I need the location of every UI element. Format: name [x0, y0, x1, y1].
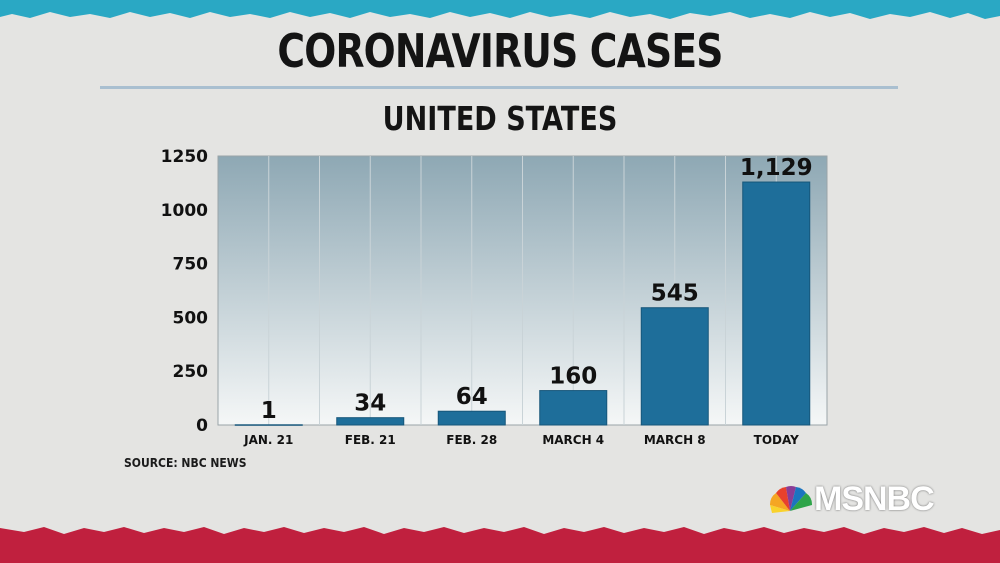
- x-tick-label: TODAY: [754, 433, 799, 447]
- data-label: 160: [549, 364, 597, 390]
- data-label: 545: [651, 281, 699, 307]
- y-tick-label: 500: [173, 308, 209, 328]
- x-tick-label: MARCH 8: [644, 433, 706, 447]
- y-tick-label: 0: [196, 416, 208, 436]
- data-label: 1,129: [740, 155, 813, 181]
- data-labels: 1 34 64 160 545 1,129: [261, 155, 813, 424]
- source-note: SOURCE: NBC NEWS: [124, 456, 247, 470]
- bar: [539, 390, 608, 426]
- chart-title: CORONAVIRUS CASES: [277, 24, 723, 78]
- y-axis-ticks: 0 250 500 750 1000 1250: [161, 147, 208, 436]
- x-tick-label: MARCH 4: [542, 433, 604, 447]
- bar: [742, 181, 811, 426]
- brand-wordmark: MSNBC: [814, 480, 935, 518]
- data-label: 1: [261, 398, 277, 424]
- nbc-peacock-icon: [769, 486, 813, 513]
- x-tick-label: FEB. 28: [446, 433, 497, 447]
- bar: [234, 424, 303, 426]
- x-tick-label: FEB. 21: [345, 433, 396, 447]
- y-tick-label: 1000: [161, 201, 208, 221]
- title-divider: [100, 86, 898, 89]
- bars: [234, 181, 811, 426]
- bar: [437, 410, 506, 426]
- data-label: 64: [456, 384, 488, 410]
- torn-bottom-edge: [0, 527, 1000, 563]
- x-tick-label: JAN. 21: [243, 433, 293, 447]
- bar: [336, 417, 405, 426]
- data-label: 34: [354, 391, 386, 417]
- bar: [640, 307, 709, 426]
- y-tick-label: 750: [173, 255, 209, 275]
- chart-subtitle: UNITED STATES: [382, 99, 618, 138]
- torn-top-edge: [0, 0, 1000, 19]
- x-axis-ticks: JAN. 21 FEB. 21 FEB. 28 MARCH 4 MARCH 8 TODAY: [243, 433, 799, 447]
- y-tick-label: 250: [173, 362, 209, 382]
- y-tick-label: 1250: [161, 147, 208, 167]
